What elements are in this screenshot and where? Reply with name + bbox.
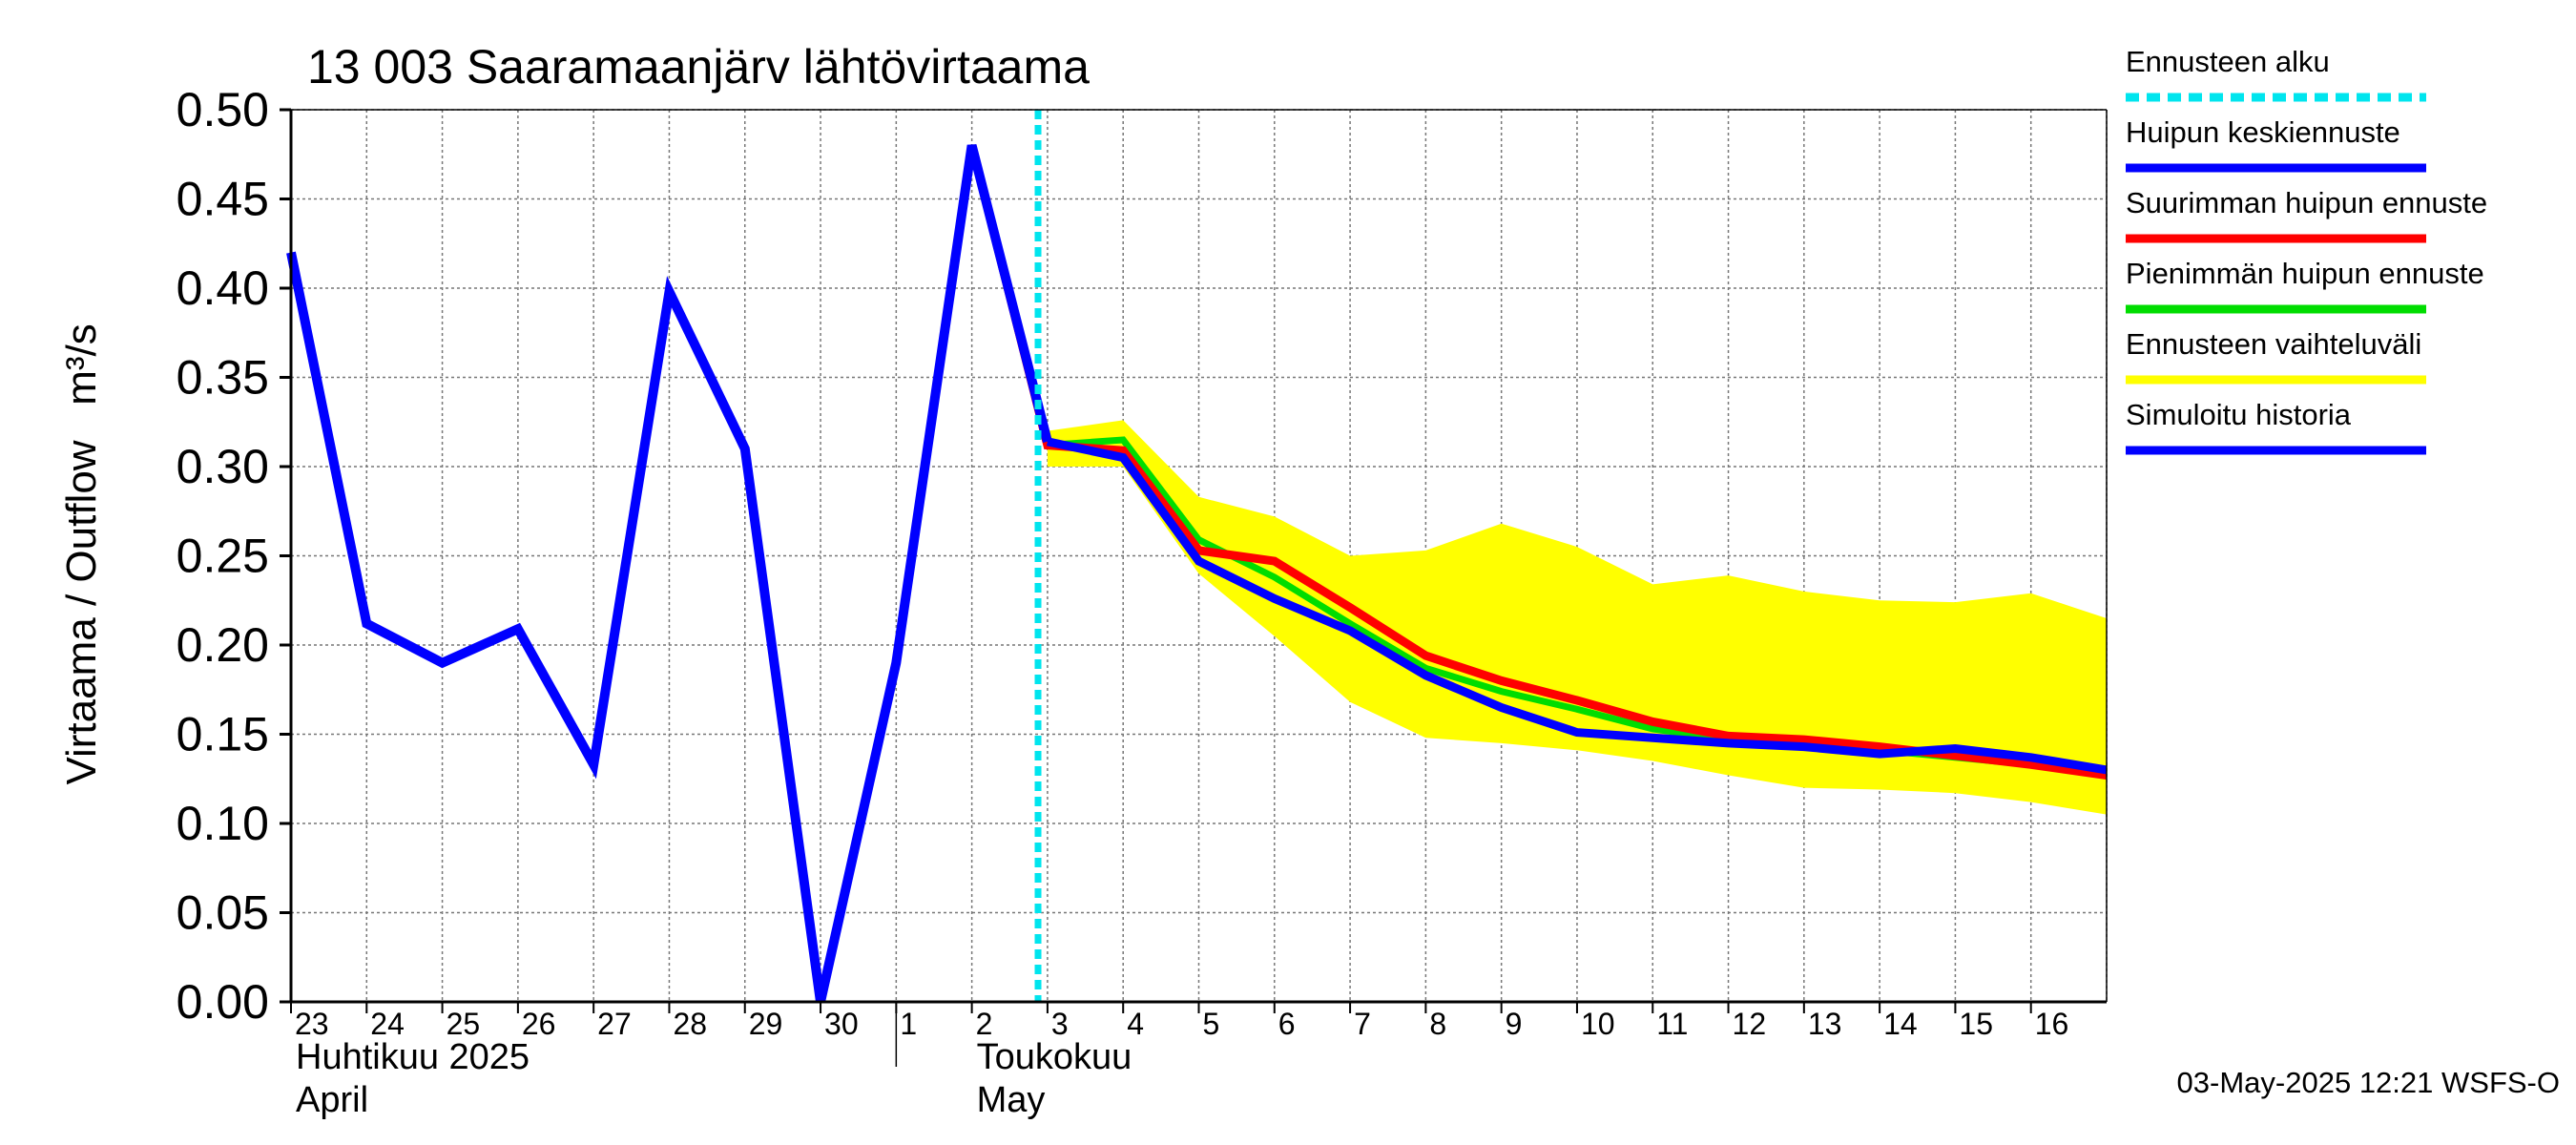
y-tick-label: 0.10 (177, 797, 269, 850)
legend-label: Pienimmän huipun ennuste (2126, 257, 2484, 290)
series-line-simuloitu-historia (286, 144, 1052, 1004)
x-tick-label: 6 (1278, 1007, 1296, 1041)
chart-title: 13 003 Saaramaanjärv lähtövirtaama (307, 40, 1090, 94)
x-tick-label: 12 (1733, 1007, 1767, 1041)
forecast-range-band (1047, 420, 2107, 815)
x-tick-label: 14 (1883, 1007, 1918, 1041)
x-tick-label: 2 (976, 1007, 993, 1041)
legend-label: Simuloitu historia (2126, 398, 2352, 431)
legend-label: Suurimman huipun ennuste (2126, 186, 2487, 219)
legend: Ennusteen alku Huipun keskiennuste Suurimm… (2126, 45, 2487, 455)
x-tick-label: 7 (1354, 1007, 1371, 1041)
y-axis-label: Virtaama / Outflow (58, 440, 105, 784)
y-tick-label: 0.20 (177, 618, 269, 672)
timestamp: 03-May-2025 12:21 WSFS-O (2177, 1066, 2560, 1099)
y-tick-label: 0.15 (177, 708, 269, 761)
series-line-huipun-keskiennuste (1046, 437, 2108, 775)
y-axis-unit: m³/s (58, 323, 105, 406)
x-tick-label: 24 (370, 1007, 405, 1041)
y-tick-label: 0.00 (177, 975, 269, 1029)
legend-label: Ennusteen alku (2126, 45, 2330, 78)
y-tick-label: 0.30 (177, 440, 269, 493)
plot-area (286, 109, 2108, 1004)
x-tick-label: 28 (673, 1007, 707, 1041)
x-tick-label: 11 (1656, 1007, 1688, 1041)
x-tick-label: 10 (1581, 1007, 1615, 1041)
month-label-fi: Toukokuu (977, 1037, 1132, 1077)
x-tick-label: 27 (597, 1007, 632, 1041)
legend-label: Ennusteen vaihteluväli (2126, 327, 2421, 361)
month-label-fi: Huhtikuu 2025 (296, 1037, 530, 1077)
month-label-en: April (296, 1080, 368, 1120)
x-tick-label: 9 (1506, 1007, 1523, 1041)
x-tick-label: 16 (2035, 1007, 2069, 1041)
month-label-en: May (977, 1080, 1046, 1120)
y-tick-label: 0.05 (177, 886, 269, 940)
legend-label: Huipun keskiennuste (2126, 115, 2400, 149)
x-tick-label: 25 (447, 1007, 481, 1041)
y-tick-label: 0.35 (177, 351, 269, 405)
axes: 0.00 0.05 0.10 0.15 0.20 0.25 0.30 0.35 0.40 0.45… (177, 83, 2108, 1120)
x-tick-label: 1 (900, 1007, 917, 1041)
y-tick-label: 0.45 (177, 173, 269, 226)
x-tick-label: 15 (1959, 1007, 1993, 1041)
y-tick-label: 0.50 (177, 83, 269, 136)
x-tick-label: 23 (295, 1007, 329, 1041)
x-tick-label: 30 (824, 1007, 859, 1041)
x-tick-label: 3 (1051, 1007, 1069, 1041)
y-tick-label: 0.40 (177, 261, 269, 315)
y-tick-label: 0.25 (177, 530, 269, 583)
x-tick-label: 13 (1808, 1007, 1842, 1041)
x-tick-label: 4 (1127, 1007, 1144, 1041)
x-tick-label: 29 (749, 1007, 783, 1041)
x-tick-label: 26 (522, 1007, 556, 1041)
x-tick-label: 8 (1429, 1007, 1446, 1041)
x-tick-label: 5 (1203, 1007, 1220, 1041)
